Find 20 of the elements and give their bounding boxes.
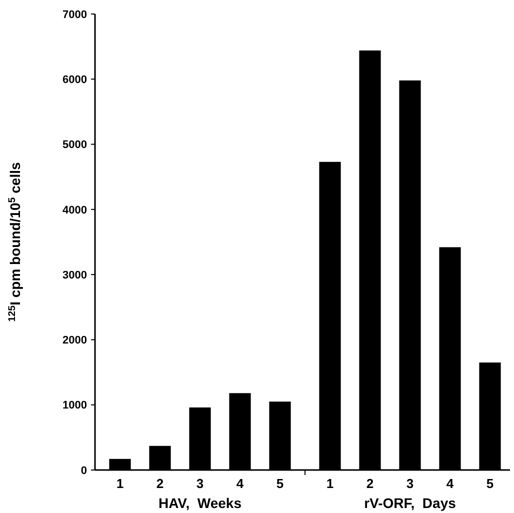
text: rV-ORF, Days xyxy=(364,495,456,511)
y-tick-label: 3000 xyxy=(62,269,87,282)
y-tick-label: 4000 xyxy=(62,204,87,216)
x-tick-label: 3 xyxy=(406,476,414,491)
x-tick-label: 4 xyxy=(446,476,454,491)
x-tick-label: 2 xyxy=(156,476,164,491)
y-tick-label: 5000 xyxy=(62,139,87,152)
y-tick-label: 0 xyxy=(80,464,87,477)
x-tick-label: 3 xyxy=(196,476,204,491)
y-tick-label: 6000 xyxy=(62,74,87,86)
x-tick-label: 1 xyxy=(116,476,124,491)
x-tick-label: 5 xyxy=(276,476,284,491)
x-tick-label: 5 xyxy=(486,476,494,491)
x-tick-label: 4 xyxy=(236,476,244,491)
y-tick-label: 2000 xyxy=(62,334,87,347)
x-tick-label: 1 xyxy=(326,476,334,491)
x-tick-label: 2 xyxy=(366,476,374,491)
y-tick-label: 1000 xyxy=(62,400,87,412)
y-tick-label: 7000 xyxy=(62,8,87,21)
text: HAV, Weeks xyxy=(158,495,242,511)
